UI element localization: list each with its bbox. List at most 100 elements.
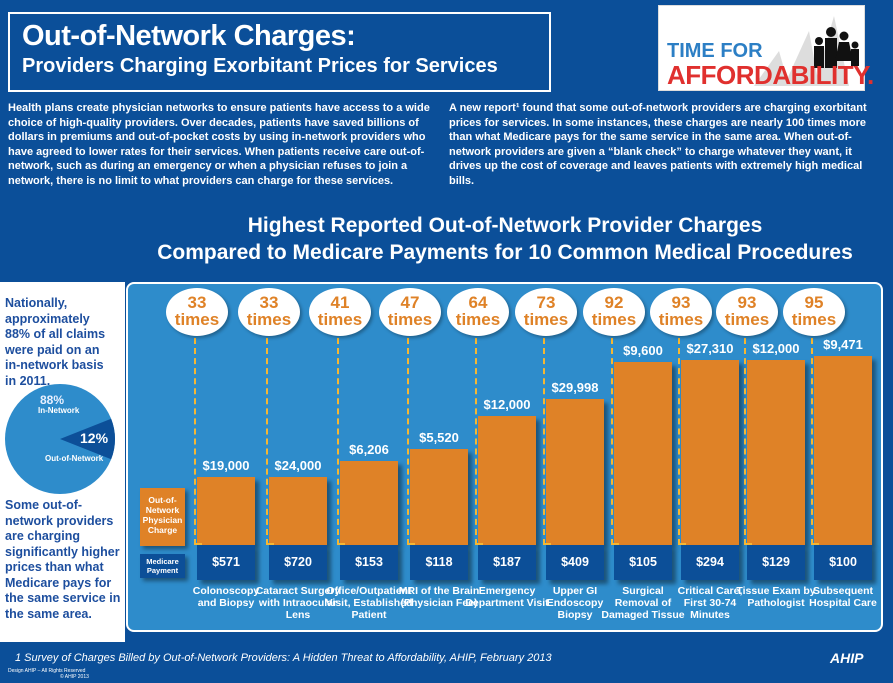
times-bubble: 33 times xyxy=(166,288,228,336)
pie-in-pct: 88% xyxy=(40,393,65,407)
times-value: 64 xyxy=(468,293,488,312)
copyright: © AHIP 2013 xyxy=(60,674,89,680)
bar-oon-label: $12,000 xyxy=(483,397,531,412)
category-label: Emergency Department Visit xyxy=(465,585,549,609)
times-value: 92 xyxy=(604,293,624,312)
sidebar: Nationally, approximately 88% of all cla… xyxy=(0,282,125,642)
times-bubble: 47 times xyxy=(379,288,441,336)
bar-medicare: $105 xyxy=(614,545,672,580)
category-label: Colonoscopy and Biopsy xyxy=(192,585,260,609)
bar-oon xyxy=(814,356,872,545)
legend-medicare: Medicare Payment xyxy=(140,554,185,578)
chart-title: Highest Reported Out-of-Network Provider… xyxy=(100,212,893,266)
category-label: MRI of the Brain (Physician Fee) xyxy=(398,585,480,609)
bar-medicare: $129 xyxy=(747,545,805,580)
times-bubble: 41 times xyxy=(309,288,371,336)
times-word: times xyxy=(455,310,501,329)
dashed-connector xyxy=(543,338,551,545)
times-bubble: 73 times xyxy=(515,288,577,336)
bar-medicare: $153 xyxy=(340,545,398,580)
bar-oon xyxy=(197,477,255,545)
times-word: times xyxy=(246,310,292,329)
dashed-connector xyxy=(407,338,415,545)
sidebar-bottom-text: Some out-of-network providers are chargi… xyxy=(5,498,121,621)
times-word: times xyxy=(591,310,637,329)
times-word: times xyxy=(724,310,770,329)
times-word: times xyxy=(658,310,704,329)
bar-oon-label: $19,000 xyxy=(202,458,250,473)
category-label: Subsequent Hospital Care xyxy=(809,585,877,609)
bar-medicare: $571 xyxy=(197,545,255,580)
bar-medicare: $720 xyxy=(269,545,327,580)
design-text: Design AHIP – All Rights Reserved xyxy=(8,668,86,674)
bar-oon-label: $29,998 xyxy=(551,380,599,395)
pie-out-pct: 12% xyxy=(80,430,109,446)
bar-oon-label: $9,600 xyxy=(623,343,663,358)
times-bubble: 95 times xyxy=(783,288,845,336)
bar-oon xyxy=(681,360,739,545)
logo-line1: TIME FOR xyxy=(667,40,763,62)
logo-line2: AFFORDABILITY. xyxy=(667,60,874,90)
bar-oon-label: $9,471 xyxy=(823,337,863,352)
bar-oon-label: $24,000 xyxy=(274,458,322,473)
bar-oon-label: $6,206 xyxy=(349,442,389,457)
bar-oon xyxy=(410,449,468,545)
page-subtitle: Providers Charging Exorbitant Prices for… xyxy=(22,55,498,77)
dashed-connector xyxy=(611,338,619,545)
category-label: Upper GI Endoscopy Biopsy xyxy=(546,585,604,621)
dashed-connector xyxy=(194,338,202,545)
footnote: 1 Survey of Charges Billed by Out-of-Net… xyxy=(15,652,552,664)
times-value: 93 xyxy=(671,293,691,312)
legend-oon: Out-of-Network Physician Charge xyxy=(140,488,185,546)
times-value: 93 xyxy=(737,293,757,312)
bar-oon xyxy=(614,362,672,545)
times-word: times xyxy=(317,310,363,329)
category-label: Surgical Removal of Damaged Tissue xyxy=(601,585,685,621)
times-value: 95 xyxy=(804,293,824,312)
times-bubble: 33 times xyxy=(238,288,300,336)
times-value: 33 xyxy=(187,293,207,312)
category-label: Cataract Surgery with Intraocular Lens xyxy=(255,585,341,621)
bar-medicare: $409 xyxy=(546,545,604,580)
bar-oon-label: $27,310 xyxy=(686,341,734,356)
bar-medicare: $100 xyxy=(814,545,872,580)
sidebar-top-text: Nationally, approximately 88% of all cla… xyxy=(5,296,106,388)
category-label: Critical Care, First 30-74 Minutes xyxy=(677,585,743,621)
times-value: 33 xyxy=(259,293,279,312)
times-word: times xyxy=(523,310,569,329)
times-bubble: 93 times xyxy=(650,288,712,336)
bar-oon xyxy=(269,477,327,545)
bar-oon-label: $12,000 xyxy=(752,341,800,356)
category-label: Tissue Exam by Pathologist xyxy=(736,585,816,609)
family-icon xyxy=(754,16,859,86)
time-for-affordability-logo: TIME FOR AFFORDABILITY. xyxy=(658,5,874,91)
times-value: 47 xyxy=(400,293,420,312)
bar-medicare: $187 xyxy=(478,545,536,580)
category-label: Office/Outpatient Visit, Established Pat… xyxy=(325,585,413,621)
dashed-connector xyxy=(337,338,345,545)
times-word: times xyxy=(174,310,220,329)
pie-out-label: Out-of-Network xyxy=(45,454,104,463)
bar-oon xyxy=(478,416,536,545)
chart-title-line1: Highest Reported Out-of-Network Provider… xyxy=(247,214,763,237)
bar-oon xyxy=(546,399,604,545)
dashed-connector xyxy=(266,338,274,545)
dashed-connector xyxy=(475,338,483,545)
design-credit: Design AHIP – All Rights Reserved © AHIP … xyxy=(8,668,89,680)
dashed-connector xyxy=(744,338,752,545)
times-value: 73 xyxy=(536,293,556,312)
times-word: times xyxy=(387,310,433,329)
times-bubble: 64 times xyxy=(447,288,509,336)
pie-slice-out-of-network xyxy=(60,418,115,460)
pie-in-label: In-Network xyxy=(38,406,80,415)
chart-title-line2: Compared to Medicare Payments for 10 Com… xyxy=(157,241,853,264)
dashed-connector xyxy=(678,338,686,545)
title-box: Out-of-Network Charges: Providers Chargi… xyxy=(8,12,551,92)
bar-oon xyxy=(340,461,398,545)
bar-oon xyxy=(747,360,805,545)
intro-left: Health plans create physician networks t… xyxy=(8,102,430,187)
pie-chart xyxy=(5,384,115,494)
bar-medicare: $118 xyxy=(410,545,468,580)
bar-oon-label: $5,520 xyxy=(419,430,459,445)
dashed-connector xyxy=(811,338,819,545)
